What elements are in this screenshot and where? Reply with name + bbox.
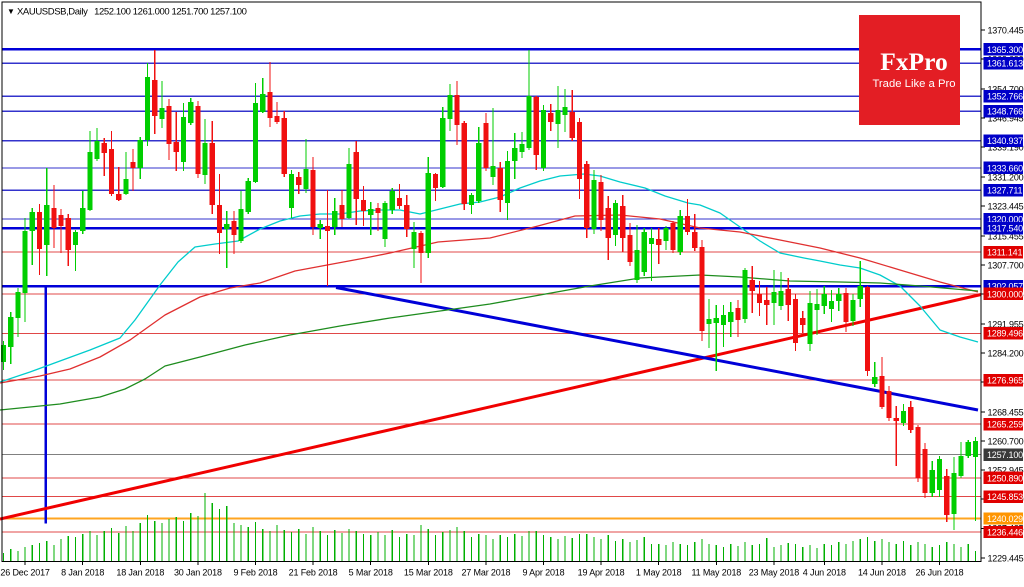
svg-text:15 Mar 2018: 15 Mar 2018	[404, 568, 453, 578]
svg-text:1315.455: 1315.455	[988, 232, 1024, 242]
svg-text:1346.945: 1346.945	[988, 114, 1024, 124]
svg-text:1291.955: 1291.955	[988, 320, 1024, 330]
svg-text:1320.000: 1320.000	[987, 214, 1023, 224]
svg-text:1317.540: 1317.540	[987, 224, 1023, 234]
svg-text:1302.057: 1302.057	[987, 282, 1023, 292]
svg-text:1268.455: 1268.455	[988, 408, 1024, 418]
svg-text:30 Jan 2018: 30 Jan 2018	[174, 568, 222, 578]
svg-text:26 Dec 2017: 26 Dec 2017	[0, 568, 50, 578]
svg-text:1323.445: 1323.445	[988, 202, 1024, 212]
svg-text:XAUUSDSB,Daily 1252.100 1261: XAUUSDSB,Daily 1252.100 1261.000 1251.70…	[17, 7, 247, 18]
svg-text:1229.445: 1229.445	[988, 554, 1024, 564]
svg-text:9 Feb 2018: 9 Feb 2018	[233, 568, 277, 578]
svg-text:1333.660: 1333.660	[987, 163, 1023, 173]
svg-text:1331.200: 1331.200	[988, 173, 1024, 183]
svg-text:4 Jun 2018: 4 Jun 2018	[803, 568, 846, 578]
svg-text:1365.300: 1365.300	[987, 45, 1023, 55]
svg-text:1300.000: 1300.000	[987, 289, 1023, 299]
svg-text:1 May 2018: 1 May 2018	[636, 568, 682, 578]
svg-text:18 Jan 2018: 18 Jan 2018	[116, 568, 164, 578]
svg-text:5 Mar 2018: 5 Mar 2018	[349, 568, 393, 578]
svg-text:1370.445: 1370.445	[988, 26, 1024, 36]
svg-text:19 Apr 2018: 19 Apr 2018	[578, 568, 625, 578]
svg-text:1284.200: 1284.200	[988, 349, 1024, 359]
svg-text:8 Jan 2018: 8 Jan 2018	[61, 568, 104, 578]
svg-text:1276.965: 1276.965	[987, 376, 1023, 386]
svg-text:1250.890: 1250.890	[987, 473, 1023, 483]
svg-text:1348.766: 1348.766	[987, 107, 1023, 117]
svg-text:▼: ▼	[7, 7, 15, 16]
svg-text:Trade Like a Pro: Trade Like a Pro	[872, 78, 955, 90]
svg-text:1289.496: 1289.496	[987, 329, 1023, 339]
svg-text:26 Jun 2018: 26 Jun 2018	[916, 568, 964, 578]
svg-text:1240.029: 1240.029	[987, 514, 1023, 524]
svg-text:1352.766: 1352.766	[987, 92, 1023, 102]
svg-text:1265.259: 1265.259	[987, 420, 1023, 430]
svg-text:14 Jun 2018: 14 Jun 2018	[858, 568, 906, 578]
svg-text:FxPro: FxPro	[880, 47, 948, 76]
svg-text:1236.446: 1236.446	[987, 527, 1023, 537]
svg-text:1245.853: 1245.853	[987, 492, 1023, 502]
svg-text:1327.711: 1327.711	[987, 186, 1022, 196]
svg-text:11 May 2018: 11 May 2018	[691, 568, 741, 578]
svg-text:1252.945: 1252.945	[988, 466, 1024, 476]
svg-text:1354.700: 1354.700	[988, 85, 1024, 95]
svg-text:1307.700: 1307.700	[988, 261, 1024, 271]
svg-text:9 Apr 2018: 9 Apr 2018	[522, 568, 564, 578]
svg-text:1311.141: 1311.141	[987, 248, 1022, 258]
svg-text:21 Feb 2018: 21 Feb 2018	[289, 568, 338, 578]
svg-text:23 May 2018: 23 May 2018	[749, 568, 800, 578]
svg-text:27 Mar 2018: 27 Mar 2018	[461, 568, 510, 578]
svg-text:1339.190: 1339.190	[988, 143, 1024, 153]
svg-text:1260.700: 1260.700	[988, 437, 1024, 447]
svg-text:1340.937: 1340.937	[987, 136, 1023, 146]
svg-text:1257.100: 1257.100	[987, 450, 1023, 460]
svg-text:1361.613: 1361.613	[987, 59, 1023, 69]
